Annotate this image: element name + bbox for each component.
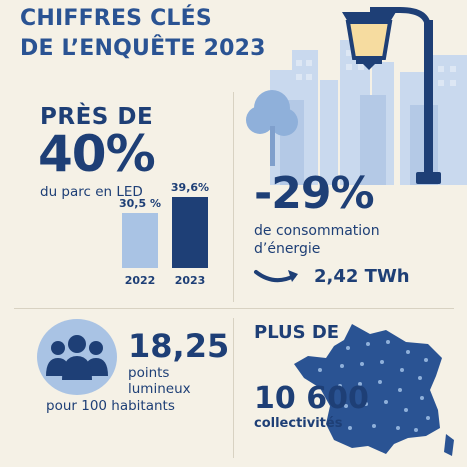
energy-value: -29% bbox=[254, 168, 375, 219]
energy-caption: de consommation d’énergie bbox=[254, 222, 454, 258]
bar-value-label-2023: 39,6% bbox=[170, 180, 210, 194]
points-caption-line-1: points bbox=[128, 365, 170, 381]
led-value: 40% bbox=[38, 125, 156, 183]
energy-caption-line-2: d’énergie bbox=[254, 241, 321, 257]
curved-arrow-down-icon bbox=[254, 270, 298, 283]
energy-twh: 2,42 TWh bbox=[314, 266, 410, 287]
divider-horizontal bbox=[14, 308, 454, 309]
collectivites-caption: collectivités bbox=[254, 416, 343, 431]
france-map-icon bbox=[294, 324, 454, 456]
points-caption-line-3: pour 100 habitants bbox=[46, 398, 175, 414]
bar-category-2023: 2023 bbox=[174, 274, 206, 287]
divider-vertical-top bbox=[233, 92, 234, 302]
people-group-icon bbox=[37, 319, 117, 395]
points-value: 18,25 bbox=[128, 327, 230, 365]
page-title: CHIFFRES CLÉS DE L’ENQUÊTE 2023 bbox=[20, 4, 266, 64]
bar-category-2022: 2022 bbox=[124, 274, 156, 287]
street-lamp-city-icon bbox=[240, 7, 467, 200]
energy-caption-line-1: de consommation bbox=[254, 223, 380, 239]
led-bar-chart: 30,5 % 39,6% 2022 2023 bbox=[112, 170, 222, 290]
points-caption-line-2: lumineux bbox=[128, 381, 191, 397]
led-caption: du parc en LED bbox=[40, 184, 143, 200]
title-line-2: DE L’ENQUÊTE 2023 bbox=[20, 36, 266, 61]
collectivites-plus-de: PLUS DE bbox=[254, 322, 340, 343]
led-pres-de: PRÈS DE bbox=[40, 104, 154, 130]
bar-2022 bbox=[122, 213, 158, 268]
divider-vertical-bottom bbox=[233, 318, 234, 458]
points-caption: points lumineux bbox=[128, 365, 238, 397]
collectivites-value: 10 600 bbox=[254, 381, 369, 416]
title-line-1: CHIFFRES CLÉS bbox=[20, 6, 212, 31]
bar-value-label-2022: 30,5 % bbox=[119, 197, 161, 211]
bar-2023 bbox=[172, 196, 208, 268]
